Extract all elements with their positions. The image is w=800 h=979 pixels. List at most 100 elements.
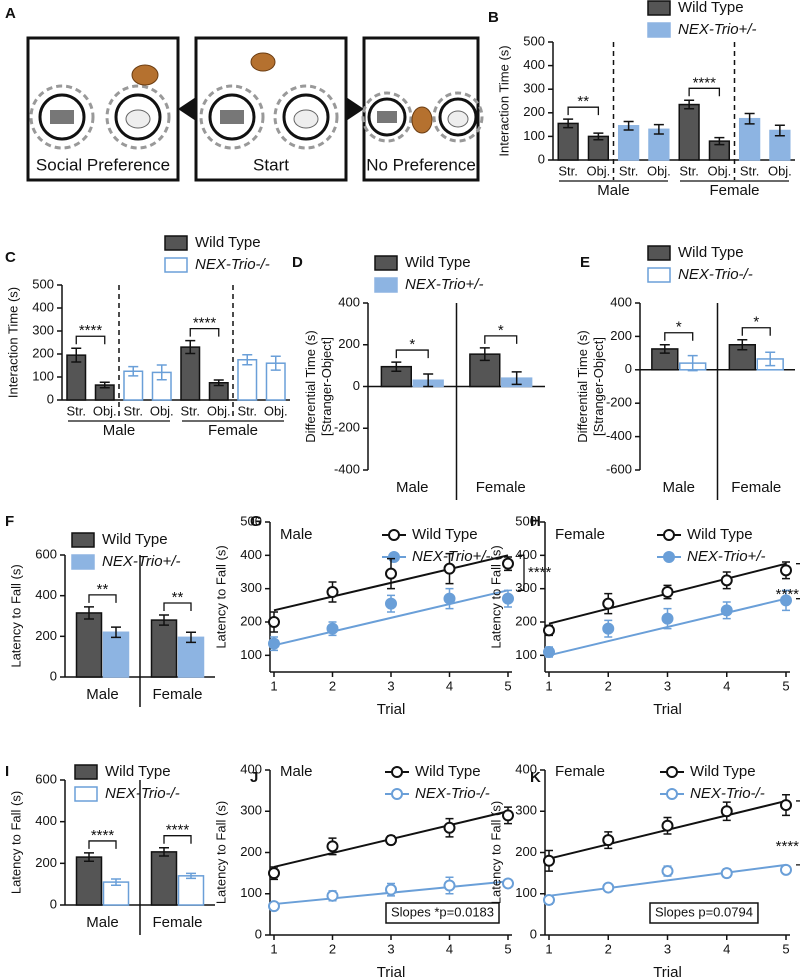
x-tick-label: 2 (605, 678, 612, 693)
legend-swatch (164, 257, 188, 273)
y-tick-label: 200 (338, 336, 360, 351)
legend-label: NEX-Trio-/- (105, 785, 180, 802)
sig-label: **** (693, 74, 717, 91)
legend-swatch (71, 554, 95, 570)
cups (29, 52, 484, 150)
legend-marker (663, 551, 675, 563)
error-bar (71, 347, 82, 363)
point (268, 616, 280, 628)
y-tick-label: 400 (338, 294, 360, 309)
point (443, 821, 456, 834)
legend-label: NEX-Trio+/- (412, 548, 490, 565)
x-tick-label: 3 (387, 941, 394, 956)
error-bar (623, 120, 634, 131)
sig-bracket (741, 327, 771, 336)
error-bar (687, 354, 698, 372)
x-tick-label: Str. (558, 163, 578, 178)
legend-swatch (71, 532, 95, 548)
panel-letter: I (5, 763, 9, 780)
x-tick-label: Obj. (150, 403, 174, 418)
y-tick-label: 400 (515, 547, 537, 562)
x-tick-label: 2 (329, 941, 336, 956)
x-tick-label: Female (152, 686, 202, 703)
error-bar (744, 112, 755, 125)
point (502, 557, 514, 570)
x-axis-label: Trial (653, 964, 682, 979)
x-tick-label: 4 (723, 678, 730, 693)
x-tick-label: 1 (270, 941, 277, 956)
y-tick-label: 300 (523, 81, 545, 96)
point (543, 893, 555, 906)
bar (75, 856, 103, 906)
error-bar (511, 371, 522, 386)
y-tick-label: -200 (606, 395, 632, 410)
legend-marker (391, 766, 403, 778)
x-tick-label: Str. (180, 403, 200, 418)
y-tick-label: -600 (606, 461, 632, 476)
y-tick-label: 200 (240, 844, 262, 859)
point (268, 637, 280, 650)
point (661, 865, 674, 878)
legend-label: NEX-Trio-/- (195, 256, 270, 273)
sig-label: **** (166, 822, 190, 839)
panel-letter: A (5, 5, 16, 22)
x-tick-label: 1 (545, 941, 552, 956)
panel: I 0 200 400 600 Latency to Fall (s) Wild Type N… (5, 763, 215, 935)
sig-label: ** (97, 581, 109, 598)
point (326, 889, 339, 902)
x-tick-label: Male (396, 479, 429, 496)
y-tick-label: 0 (47, 391, 54, 406)
x-tick-label: 2 (605, 941, 612, 956)
panel-title: Male (280, 763, 313, 780)
point (502, 809, 514, 822)
note-box (385, 902, 500, 924)
legend-label: Wild Type (102, 531, 168, 548)
sig-bracket (518, 554, 525, 591)
bar (75, 612, 103, 678)
sig-bracket (567, 106, 600, 116)
point (543, 854, 555, 867)
x-tick-label: Str. (679, 163, 699, 178)
arrow (346, 97, 364, 121)
error-bar (684, 99, 695, 110)
error-bar (270, 355, 281, 371)
legend-label: Wild Type (690, 763, 756, 780)
y-tick-label: 300 (240, 580, 262, 595)
error-bar (186, 872, 196, 880)
sig-label: **** (91, 827, 115, 844)
sig-label: **** (776, 838, 800, 855)
panel: B 0 100 200 300 400 500 Interaction Time (s) Wil… (488, 0, 795, 199)
x-tick-label: Male (86, 686, 119, 703)
y-tick-label: 0 (50, 668, 57, 683)
y-axis-label-line: [Stranger-Object] (591, 337, 606, 436)
group-label: Female (208, 422, 258, 439)
y-tick-label: 500 (32, 276, 54, 291)
legend-swatch (74, 786, 98, 802)
y-tick-label: 100 (523, 128, 545, 143)
bar (177, 636, 205, 678)
panel-letter: C (5, 249, 16, 266)
point (780, 594, 792, 607)
y-axis-label: Differential Time (s)[Stranger-Object] (575, 330, 606, 442)
x-tick-label: 5 (504, 678, 511, 693)
x-tick-label: 3 (664, 941, 671, 956)
y-tick-label: 400 (515, 761, 537, 776)
fit-line (273, 589, 509, 647)
y-tick-label: 400 (240, 761, 262, 776)
x-tick-label: Obj. (264, 403, 288, 418)
error-bar (213, 379, 224, 387)
y-tick-label: 300 (240, 803, 262, 818)
point (443, 562, 456, 575)
legend-swatch (74, 764, 98, 780)
point (502, 877, 514, 890)
y-tick-label: 0 (50, 896, 57, 911)
legend-label: Wild Type (105, 763, 171, 780)
sig-label: * (498, 322, 504, 339)
error-bar (185, 339, 196, 355)
y-axis-label: Interaction Time (s) (496, 45, 511, 156)
point (543, 624, 555, 637)
y-axis-label: Latency to Fall (s) (213, 801, 228, 904)
sig-label: **** (528, 564, 552, 581)
bar (738, 117, 761, 161)
x-tick-label: Obj. (768, 163, 792, 178)
